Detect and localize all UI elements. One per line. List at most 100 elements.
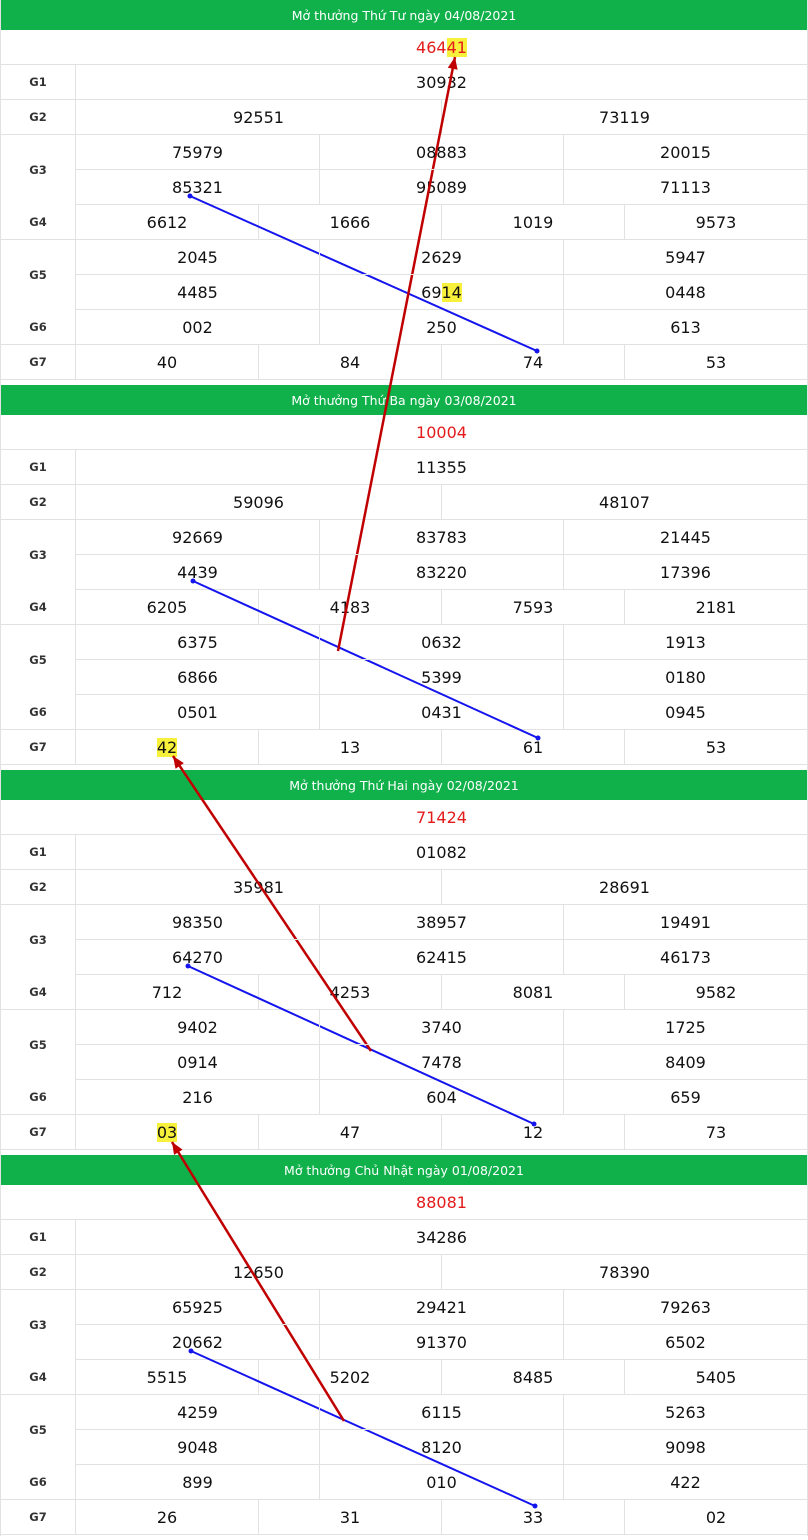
prize-cells: 20662 91370 6502 bbox=[76, 1325, 807, 1359]
prize-row-g3a: G3 75979 08883 20015 bbox=[1, 135, 807, 205]
prize-number: 01082 bbox=[416, 842, 467, 862]
prize-label: G2 bbox=[1, 1255, 76, 1289]
prize-cells: 4485 69 14 0448 bbox=[76, 275, 807, 309]
prize-number: 20015 bbox=[660, 142, 711, 162]
prize-number: 250 bbox=[320, 310, 564, 344]
prize-label: G4 bbox=[1, 975, 76, 1009]
draw-block: Mở thưởng Thứ Ba ngày 03/08/2021 10004 G1 1… bbox=[0, 385, 808, 770]
prize-label: G3 bbox=[1, 520, 76, 590]
prize-row-g7: G7 42 13 61 53 bbox=[1, 730, 807, 765]
prize-number: 8081 bbox=[442, 975, 625, 1009]
prize-number: 13 bbox=[259, 730, 442, 764]
prize-number: 29421 bbox=[320, 1290, 564, 1324]
prize-cells: 92551 73119 bbox=[76, 100, 807, 134]
prize-number: 4183 bbox=[259, 590, 442, 624]
prize-number: 216 bbox=[76, 1080, 320, 1114]
prize-number: 78390 bbox=[599, 1262, 650, 1282]
special-prize-prefix: 464 bbox=[416, 37, 447, 57]
prize-row-g1: G1 30932 bbox=[1, 65, 807, 100]
prize-number: 28691 bbox=[599, 877, 650, 897]
prize-row-g6: G6 0501 0431 0945 bbox=[1, 695, 807, 730]
draw-block: Mở thưởng Chủ Nhật ngày 01/08/2021 88081 G… bbox=[0, 1155, 808, 1540]
prize-number: 6502 bbox=[665, 1332, 706, 1352]
prize-cells: 0914 7478 8409 bbox=[76, 1045, 807, 1079]
prize-cells: 6205 4183 7593 2181 bbox=[76, 590, 807, 624]
prize-label: G3 bbox=[1, 135, 76, 205]
prize-cells: 59096 48107 bbox=[76, 485, 807, 519]
prize-row-db: 71424 bbox=[1, 800, 807, 835]
prize-row-db: 88081 bbox=[1, 1185, 807, 1220]
prize-cells: 26 31 33 02 bbox=[76, 1500, 807, 1534]
prize-number: 3740 bbox=[320, 1010, 564, 1044]
special-prize-prefix: 71424 bbox=[416, 807, 467, 827]
prize-cells: 0501 0431 0945 bbox=[76, 695, 807, 729]
prize-number: 613 bbox=[670, 317, 701, 337]
prize-label: G6 bbox=[1, 310, 76, 344]
prize-label: G1 bbox=[1, 65, 76, 99]
prize-row-db: 464 41 bbox=[1, 30, 807, 65]
prize-number: 03 bbox=[76, 1115, 259, 1149]
prize-row-g2: G2 35981 28691 bbox=[1, 870, 807, 905]
prize-row-g5b: 4485 69 14 0448 bbox=[1, 275, 807, 310]
prize-number: 5515 bbox=[76, 1360, 259, 1394]
prize-number: 65925 bbox=[76, 1290, 320, 1324]
prize-number: 47 bbox=[259, 1115, 442, 1149]
prize-number: 899 bbox=[76, 1465, 320, 1499]
prize-number: 12650 bbox=[76, 1255, 442, 1289]
prize-cells: 10004 bbox=[76, 415, 807, 449]
prize-cells: 6612 1666 1019 9573 bbox=[76, 205, 807, 239]
prize-cells: 6375 0632 1913 bbox=[76, 625, 807, 659]
prize-label: G6 bbox=[1, 695, 76, 729]
prize-label: G4 bbox=[1, 1360, 76, 1394]
prize-label: G6 bbox=[1, 1080, 76, 1114]
prize-number: 61 bbox=[442, 730, 625, 764]
prize-cells: 002 250 613 bbox=[76, 310, 807, 344]
prize-number: 604 bbox=[320, 1080, 564, 1114]
prize-number: 010 bbox=[320, 1465, 564, 1499]
prize-number: 6375 bbox=[76, 625, 320, 659]
prize-number: 5202 bbox=[259, 1360, 442, 1394]
prize-number: 4253 bbox=[259, 975, 442, 1009]
prize-number: 1666 bbox=[259, 205, 442, 239]
prize-number: 31 bbox=[259, 1500, 442, 1534]
prize-number: 30932 bbox=[416, 72, 467, 92]
prize-number: 2181 bbox=[695, 597, 737, 617]
special-prize-value: 10004 bbox=[76, 415, 807, 449]
prize-number: 9402 bbox=[76, 1010, 320, 1044]
draw-header: Mở thưởng Thứ Tư ngày 04/08/2021 bbox=[1, 0, 807, 30]
prize-number-highlight: 03 bbox=[156, 1122, 178, 1142]
prize-number: 79263 bbox=[660, 1297, 711, 1317]
prize-row-g3b: 4439 83220 17396 bbox=[1, 555, 807, 590]
prize-row-g3a: G3 92669 83783 21445 bbox=[1, 520, 807, 590]
prize-label: G1 bbox=[1, 450, 76, 484]
prize-row-g5a: G5 2045 2629 5947 bbox=[1, 240, 807, 310]
prize-number: 8409 bbox=[665, 1052, 706, 1072]
prize-label: G2 bbox=[1, 870, 76, 904]
prize-number: 02 bbox=[705, 1507, 727, 1527]
prize-number: 1019 bbox=[442, 205, 625, 239]
prize-label: G5 bbox=[1, 625, 76, 695]
prize-number: 62415 bbox=[320, 940, 564, 974]
prize-cells: 216 604 659 bbox=[76, 1080, 807, 1114]
prize-number: 0431 bbox=[320, 695, 564, 729]
prize-number: 19491 bbox=[660, 912, 711, 932]
prize-number: 08883 bbox=[320, 135, 564, 169]
prize-row-g7: G7 40 84 74 53 bbox=[1, 345, 807, 380]
prize-row-g6: G6 216 604 659 bbox=[1, 1080, 807, 1115]
prize-cells: 34286 bbox=[76, 1220, 807, 1254]
prize-cells: 64270 62415 46173 bbox=[76, 940, 807, 974]
prize-number: 4439 bbox=[76, 555, 320, 589]
prize-row-g1: G1 11355 bbox=[1, 450, 807, 485]
prize-number: 8120 bbox=[320, 1430, 564, 1464]
prize-number: 1725 bbox=[665, 1017, 706, 1037]
prize-number: 8485 bbox=[442, 1360, 625, 1394]
prize-row-db: 10004 bbox=[1, 415, 807, 450]
prize-row-g3b: 64270 62415 46173 bbox=[1, 940, 807, 975]
prize-number: 69 14 bbox=[320, 275, 564, 309]
prize-cells: 71424 bbox=[76, 800, 807, 834]
prize-number: 0914 bbox=[76, 1045, 320, 1079]
prize-label: G5 bbox=[1, 1395, 76, 1465]
prize-number: 5263 bbox=[665, 1402, 706, 1422]
prize-number: 6866 bbox=[76, 660, 320, 694]
prize-number-highlight: 14 bbox=[441, 282, 462, 302]
